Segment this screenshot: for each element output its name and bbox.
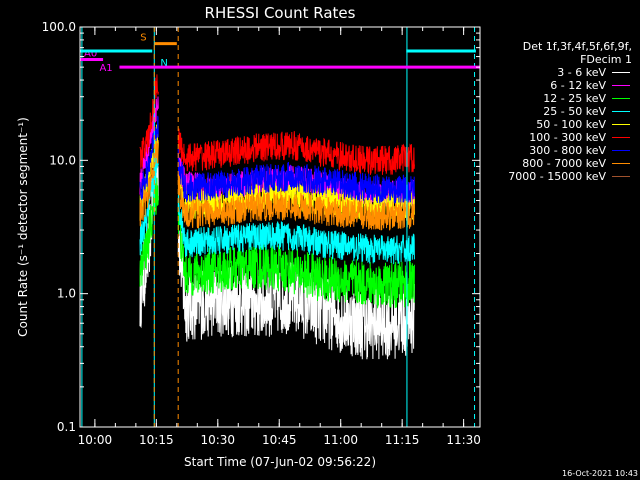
legend-header-decimation: FDecim 1 [580,53,632,66]
x-tick-label: 10:45 [262,433,297,447]
legend: Det 1f,3f,4f,5f,6f,9f, FDecim 1 3 - 6 ke… [472,40,632,183]
generation-timestamp: 16-Oct-2021 10:43 [562,469,638,478]
legend-entry: 100 - 300 keV [472,131,632,144]
legend-entry: 12 - 25 keV [472,92,632,105]
flag-label: A1 [99,63,112,74]
y-tick-label: 10.0 [49,153,76,167]
legend-label: 50 - 100 keV [536,118,606,131]
legend-swatch [612,137,630,138]
series-line [139,115,415,204]
legend-entry: 3 - 6 keV [472,66,632,79]
series-layer [139,74,415,360]
legend-swatch [612,176,630,177]
legend-swatch [612,163,630,164]
legend-swatch [612,150,630,151]
legend-label: 3 - 6 keV [557,66,606,79]
legend-entry: 300 - 800 keV [472,144,632,157]
flag-label: S [140,33,146,44]
legend-swatch [612,111,630,112]
chart-title: RHESSI Count Rates [205,4,356,22]
series-line [139,74,415,175]
legend-entry: 7000 - 15000 keV [472,170,632,183]
plot-frame [79,26,481,428]
x-tick-label: 11:30 [446,433,481,447]
series-line [139,140,415,231]
legend-label: 300 - 800 keV [529,144,606,157]
x-tick-label: 11:00 [323,433,358,447]
legend-label: 25 - 50 keV [543,105,606,118]
legend-swatch [612,72,630,73]
flag-label: A0 [84,49,97,60]
legend-swatch [612,124,630,125]
legend-label: 7000 - 15000 keV [508,170,606,183]
legend-entry: 25 - 50 keV [472,105,632,118]
y-axis-label: Count Rate (s⁻¹ detector segment⁻¹) [16,117,30,337]
axes-layer: 100.0 10.0 1.0 0.110:00 10:15 10:30 10:45 11:00… [42,20,481,447]
y-tick-label: 1.0 [57,287,76,301]
x-axis-label: Start Time (07-Jun-02 09:56:22) [184,455,376,469]
legend-entry: 50 - 100 keV [472,118,632,131]
legend-label: 6 - 12 keV [550,79,606,92]
series-line [139,153,415,265]
y-tick-label: 100.0 [42,20,76,34]
x-tick-label: 10:00 [78,433,113,447]
x-tick-label: 10:15 [139,433,174,447]
legend-header-detectors: Det 1f,3f,4f,5f,6f,9f, [522,40,632,53]
y-tick-label: 0.1 [57,420,76,434]
legend-swatch [612,85,630,86]
legend-entry: 800 - 7000 keV [472,157,632,170]
legend-label: 800 - 7000 keV [522,157,606,170]
legend-entry: 6 - 12 keV [472,79,632,92]
x-tick-label: 10:30 [200,433,235,447]
legend-label: 100 - 300 keV [529,131,606,144]
legend-label: 12 - 25 keV [543,92,606,105]
flag-label: N [160,58,167,69]
x-tick-label: 11:15 [385,433,420,447]
legend-swatch [612,98,630,99]
